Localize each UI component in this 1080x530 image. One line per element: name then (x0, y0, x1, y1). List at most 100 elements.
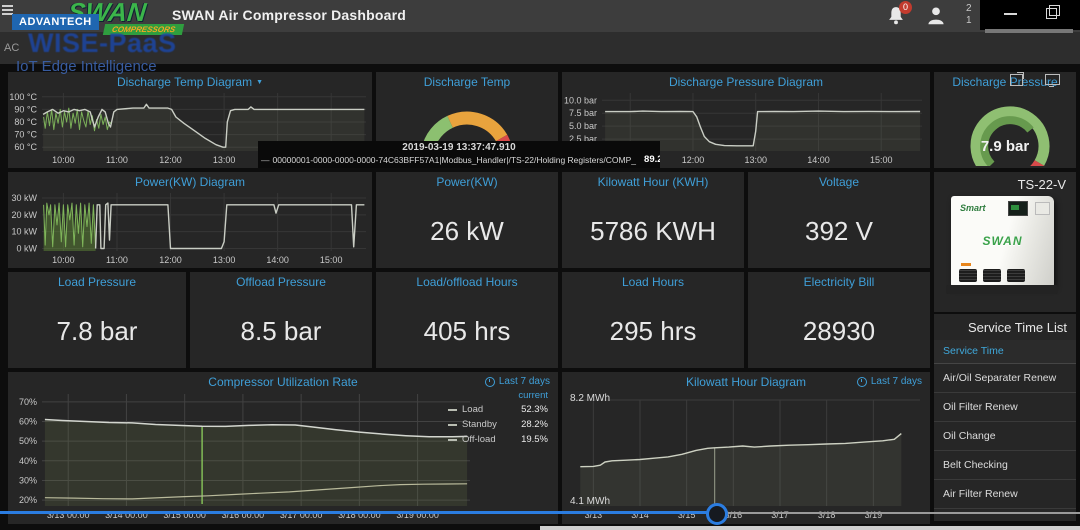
notification-badge: 0 (899, 1, 912, 14)
compressor-brand: SWAN (982, 234, 1023, 248)
dropdown-caret-icon: ▼ (256, 79, 264, 86)
load-pressure-value: 7.8 bar (56, 316, 138, 347)
voltage-title: Voltage (818, 175, 860, 189)
utilization-chart: 3/13 00:00 3/14 00:00 3/15 00:00 3/16 00:00… (19, 394, 470, 520)
panel-service-time-list: Service Time List Service Time Air/Oil S… (934, 314, 1076, 521)
swan-compressors-logo-text: COMPRESSORS (102, 24, 185, 35)
kwh-value: 5786 KWH (590, 216, 716, 247)
panel-offload-pressure: Offload Pressure 8.5 bar (190, 272, 372, 368)
compressor-vents (959, 269, 1025, 282)
user-account-icon[interactable] (925, 5, 949, 29)
svg-text:60 °C: 60 °C (14, 142, 37, 152)
scrubber-knob[interactable] (706, 503, 728, 525)
service-list-title: Service Time List (968, 320, 1067, 335)
discharge-temp-gauge-title: Discharge Temp (423, 75, 511, 89)
svg-text:3/17 00:00: 3/17 00:00 (280, 510, 323, 520)
clock-icon (484, 376, 495, 387)
kwh-chart: 3/13 3/14 3/15 3/16 3/17 3/18 3/19 (570, 399, 920, 520)
svg-text:3/19 00:00: 3/19 00:00 (396, 510, 439, 520)
device-model-title: TS-22-V (1017, 177, 1066, 192)
electricity-bill-title: Electricity Bill (803, 275, 875, 289)
svg-text:13:00: 13:00 (213, 155, 236, 165)
service-list-item[interactable]: Air Filter Renew (934, 480, 1076, 509)
tooltip-series-dash-icon: — (261, 154, 270, 165)
panel-device: TS-22-V Smart SWAN (934, 172, 1076, 312)
clock-icon (856, 376, 867, 387)
power-diagram-title: Power(KW) Diagram (134, 175, 245, 189)
kwh-min-label: 4.1 MWh (570, 496, 611, 507)
legend-row-offload[interactable]: Off-load 19.5% (448, 434, 548, 445)
offload-pressure-value: 8.5 bar (240, 316, 322, 347)
series-dash-icon (448, 438, 457, 441)
panel-power-diagram: Power(KW) Diagram 10:00 11:00 12:00 13:00 14… (8, 172, 372, 268)
page-title: SWAN Air Compressor Dashboard (172, 7, 406, 23)
svg-text:3/15: 3/15 (678, 510, 696, 520)
svg-text:0 kW: 0 kW (16, 243, 37, 253)
series-dash-icon (448, 423, 457, 426)
scrubber-remaining-bar[interactable] (728, 512, 1080, 514)
legend-row-standby[interactable]: Standby 28.2% (448, 419, 548, 430)
discharge-pressure-diagram-title: Discharge Pressure Diagram (668, 75, 824, 89)
tooltip-value: 89.23 °C (644, 154, 660, 165)
load-hours-value: 295 hrs (609, 316, 697, 347)
svg-text:30%: 30% (19, 475, 37, 485)
chart-tooltip: 2019-03-19 13:37:47.910 — 00000001-0000-… (258, 141, 660, 168)
panel-power-kw: Power(KW) 26 kW (376, 172, 558, 268)
legend-row-load[interactable]: Load 52.3% (448, 404, 548, 415)
last-7-days-badge[interactable]: Last 7 days (856, 376, 922, 387)
svg-text:3/18 00:00: 3/18 00:00 (338, 510, 381, 520)
electricity-bill-value: 28930 (802, 316, 876, 347)
svg-text:3/14 00:00: 3/14 00:00 (105, 510, 148, 520)
discharge-pressure-gauge (970, 106, 1050, 166)
compressor-image: Smart SWAN (951, 196, 1054, 286)
export-icon[interactable] (1010, 72, 1024, 86)
clock-partial-text: 2 1 (966, 3, 972, 26)
service-list-item[interactable]: Belt Checking (934, 451, 1076, 480)
svg-text:80 °C: 80 °C (14, 117, 37, 127)
minimize-button[interactable] (1004, 13, 1017, 15)
overlay-scrollbar[interactable] (985, 29, 1073, 33)
load-pressure-title: Load Pressure (57, 275, 137, 289)
panel-load-offload-hours: Load/offload Hours 405 hrs (376, 272, 558, 368)
compressor-control-panel (1008, 201, 1028, 216)
svg-text:20 kW: 20 kW (11, 210, 37, 220)
svg-text:3/13: 3/13 (585, 510, 603, 520)
panel-load-hours: Load Hours 295 hrs (562, 272, 744, 368)
tooltip-series-id: 00000001-0000-0000-0000-74C63BFF57A1|Mod… (272, 154, 637, 165)
svg-text:60%: 60% (19, 417, 37, 427)
svg-text:10:00: 10:00 (52, 155, 75, 165)
dashboard: Discharge Temp Diagram ▼ 10:00 11:00 12:00 1… (0, 64, 1080, 530)
display-monitor-icon[interactable] (1045, 74, 1060, 87)
svg-text:90 °C: 90 °C (14, 104, 37, 114)
power-chart: 10:00 11:00 12:00 13:00 14:00 15:00 30 kW 20 kW… (11, 193, 366, 265)
svg-text:14:00: 14:00 (807, 155, 830, 165)
series-dash-icon (448, 408, 457, 411)
service-list-item[interactable]: Oil Filter Renew (934, 393, 1076, 422)
power-kw-value: 26 kW (430, 216, 504, 247)
hamburger-menu-icon[interactable] (2, 5, 13, 15)
bottom-edge-strip (540, 526, 1080, 530)
svg-text:30 kW: 30 kW (11, 193, 37, 203)
advantech-logo: ADVANTECH (12, 14, 99, 30)
panel-discharge-pressure-gauge: Discharge Pressure 7.9 bar (934, 72, 1076, 168)
sub-bar: AC (0, 32, 1080, 87)
restore-window-button[interactable] (1046, 5, 1060, 19)
discharge-temp-diagram-title[interactable]: Discharge Temp Diagram ▼ (116, 75, 264, 89)
service-list-header[interactable]: Service Time (934, 340, 1076, 364)
service-list-item[interactable]: Air/Oil Separater Renew (934, 364, 1076, 393)
load-offload-hours-title: Load/offload Hours (416, 275, 518, 289)
compressor-base (946, 285, 1058, 294)
utilization-title: Compressor Utilization Rate (208, 375, 358, 389)
svg-text:70 °C: 70 °C (14, 130, 37, 140)
svg-text:3/16: 3/16 (725, 510, 743, 520)
scrubber-progress-bar[interactable] (0, 511, 708, 514)
svg-text:10 kW: 10 kW (11, 227, 37, 237)
svg-text:14:00: 14:00 (266, 255, 289, 265)
svg-text:3/15 00:00: 3/15 00:00 (163, 510, 206, 520)
last-7-days-badge[interactable]: Last 7 days (484, 376, 550, 387)
service-list-item[interactable]: Oil Change (934, 422, 1076, 451)
svg-text:3/16 00:00: 3/16 00:00 (222, 510, 265, 520)
load-hours-title: Load Hours (621, 275, 685, 289)
svg-text:12:00: 12:00 (159, 255, 182, 265)
